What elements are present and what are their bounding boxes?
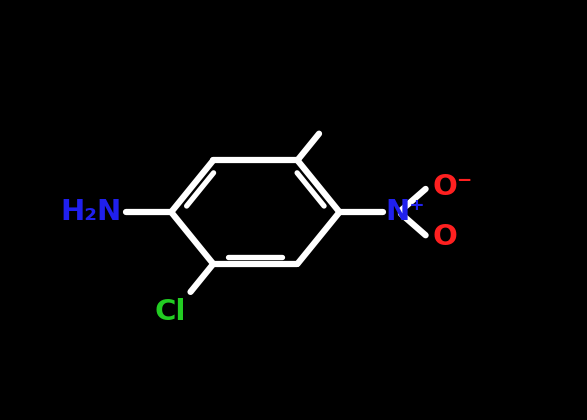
Text: O: O: [433, 223, 457, 251]
Text: Cl: Cl: [154, 298, 186, 326]
Text: H₂N: H₂N: [60, 198, 121, 226]
Text: O⁻: O⁻: [433, 173, 473, 201]
Text: N⁺: N⁺: [385, 198, 425, 226]
